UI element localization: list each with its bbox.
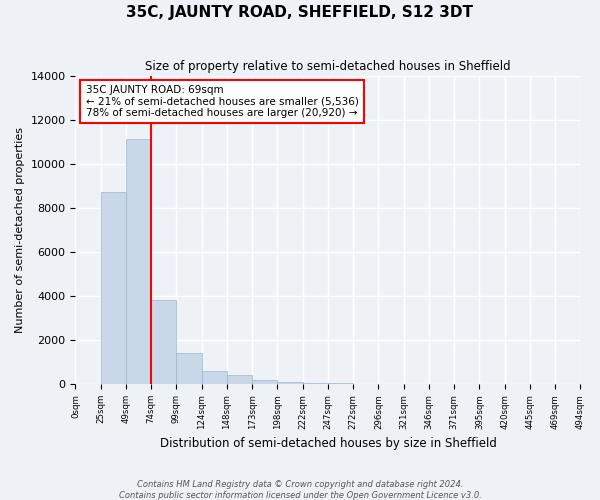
Bar [252,380,277,384]
Bar [202,371,227,384]
Bar [176,353,202,384]
Bar [227,376,252,384]
Text: Contains HM Land Registry data © Crown copyright and database right 2024.
Contai: Contains HM Land Registry data © Crown c… [119,480,481,500]
Y-axis label: Number of semi-detached properties: Number of semi-detached properties [15,127,25,333]
Bar [101,192,126,384]
X-axis label: Distribution of semi-detached houses by size in Sheffield: Distribution of semi-detached houses by … [160,437,496,450]
Bar [126,140,151,384]
Text: 35C JAUNTY ROAD: 69sqm
← 21% of semi-detached houses are smaller (5,536)
78% of : 35C JAUNTY ROAD: 69sqm ← 21% of semi-det… [86,85,358,118]
Bar [151,300,176,384]
Bar [302,383,328,384]
Text: 35C, JAUNTY ROAD, SHEFFIELD, S12 3DT: 35C, JAUNTY ROAD, SHEFFIELD, S12 3DT [127,5,473,20]
Bar [277,382,302,384]
Title: Size of property relative to semi-detached houses in Sheffield: Size of property relative to semi-detach… [145,60,511,73]
